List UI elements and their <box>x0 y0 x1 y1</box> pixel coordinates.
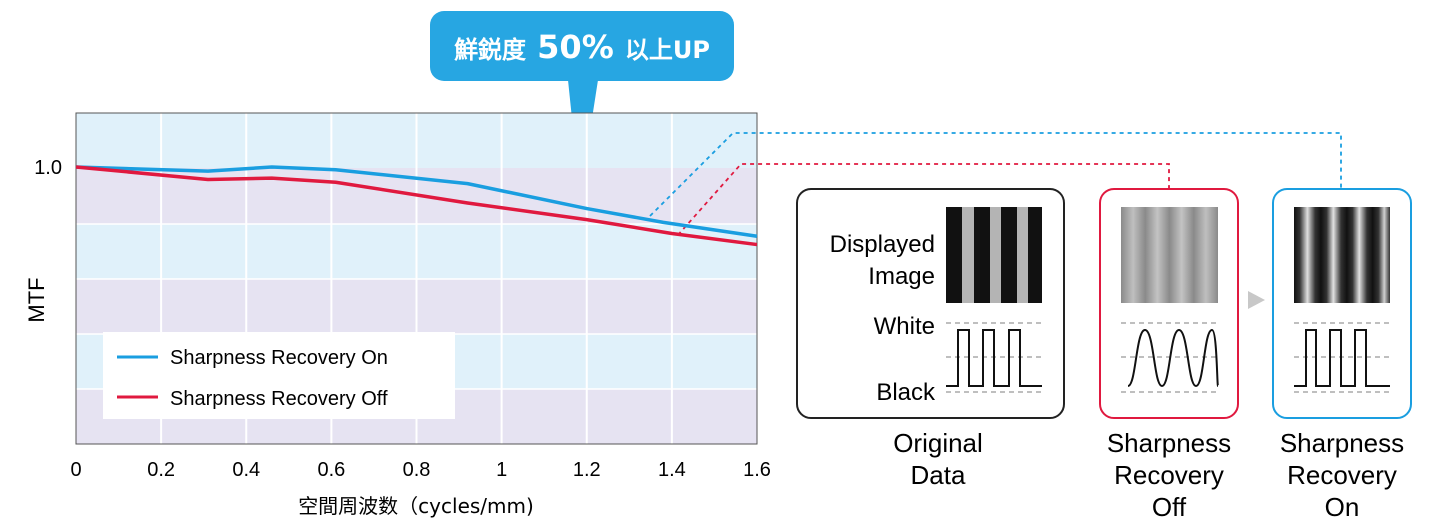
on-caption-1: Sharpness <box>1280 428 1404 458</box>
series-line-off <box>75 165 758 247</box>
arrow-icon <box>1248 291 1265 309</box>
connector-lines <box>649 132 1342 236</box>
series-lines <box>75 165 758 247</box>
plot-frame <box>75 112 758 445</box>
legend: Sharpness Recovery On Sharpness Recovery… <box>103 332 455 419</box>
x-tick-label: 0 <box>70 459 81 481</box>
black-label: Black <box>876 379 936 406</box>
callout-suffix: 以上UP <box>625 36 710 64</box>
on-sharpened-image <box>1294 207 1390 303</box>
y-tick-labels: 1.0 <box>34 157 62 179</box>
y-tick-label: 1.0 <box>34 157 62 179</box>
panel-original-data: Displayed Image White Black Original Dat… <box>796 188 1065 490</box>
off-sine-wave <box>1127 328 1219 388</box>
y-axis-label: MTF <box>24 277 49 322</box>
x-axis-label: 空間周波数（cycles/mm) <box>298 494 534 518</box>
x-tick-label: 1.4 <box>658 459 686 481</box>
x-tick-label: 0.2 <box>147 459 175 481</box>
panel-recovery-on: Sharpness Recovery On <box>1272 188 1412 522</box>
x-tick-label: 1.2 <box>573 459 601 481</box>
callout-prefix: 鮮鋭度 <box>454 36 527 64</box>
x-tick-labels: 0 0.2 0.4 0.6 0.8 1 1.2 1.4 1.6 <box>70 459 770 481</box>
x-tick-label: 0.4 <box>232 459 260 481</box>
original-caption-2: Data <box>911 460 966 490</box>
off-caption-2: Recovery <box>1114 460 1224 490</box>
x-tick-label: 1.6 <box>743 459 771 481</box>
off-caption-1: Sharpness <box>1107 428 1231 458</box>
legend-label-off: Sharpness Recovery Off <box>170 388 388 410</box>
x-tick-label: 0.8 <box>403 459 431 481</box>
callout-text: 鮮鋭度 50% 以上UP <box>454 28 710 66</box>
panel-recovery-off: Sharpness Recovery Off <box>1099 188 1239 522</box>
legend-label-on: Sharpness Recovery On <box>170 347 388 369</box>
original-stripe-image <box>946 207 1042 303</box>
on-caption-2: Recovery <box>1287 460 1397 490</box>
callout-bubble: 鮮鋭度 50% 以上UP <box>430 11 734 196</box>
x-tick-label: 0.6 <box>317 459 345 481</box>
white-label: White <box>874 313 935 340</box>
off-blurred-image <box>1121 207 1218 303</box>
displayed-image-label-2: Image <box>868 263 935 290</box>
mtf-chart: 0 0.2 0.4 0.6 0.8 1 1.2 1.4 1.6 1.0 MTF 空間周波数（cy… <box>24 112 1342 518</box>
on-caption-3: On <box>1325 492 1360 522</box>
original-square-wave <box>946 329 1042 387</box>
off-caption-3: Off <box>1152 492 1187 522</box>
original-caption-1: Original <box>893 428 983 458</box>
series-line-on <box>75 165 758 238</box>
on-square-wave <box>1294 329 1390 387</box>
connector-on <box>649 132 1342 217</box>
x-tick-label: 1 <box>496 459 507 481</box>
displayed-image-label-1: Displayed <box>830 231 935 258</box>
callout-value: 50% <box>537 28 614 66</box>
legend-box <box>103 332 455 419</box>
